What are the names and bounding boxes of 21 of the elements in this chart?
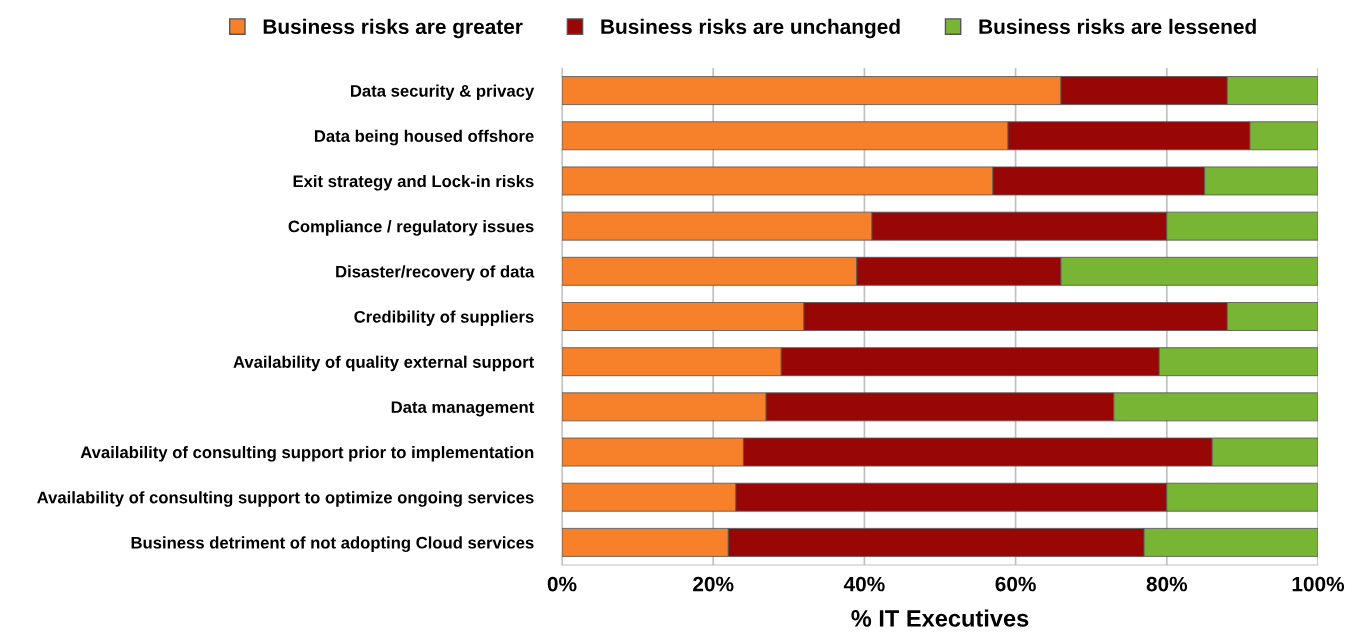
legend-label: Business risks are lessened [979,18,1256,35]
y-tick-label: Compliance / regulatory issues [288,220,534,236]
legend-label: Business risks are greater [263,18,523,39]
y-tick-label: Availability of consulting support prior to implementation [80,446,534,462]
x-tick-label: 80% [1146,576,1188,592]
y-tick-label: Exit strategy and Lock-in risks [293,174,534,191]
x-tick-label: 40% [843,576,885,592]
y-tick-label: Data management [391,401,535,417]
y-tick-label: Data being housed offshore [314,129,534,146]
y-tick-label: Credibility of suppliers [354,310,534,326]
y-tick-label: Data security & privacy [351,84,535,101]
x-tick-label: 100% [1292,576,1345,592]
y-tick-label: Disaster/recovery of data [336,265,535,281]
y-tick-label: Business detriment of not adopting Cloud services [131,536,534,552]
y-tick-label: Availability of quality external support [233,355,535,372]
x-tick-label: 20% [693,576,734,592]
x-tick-label: 0% [547,576,577,592]
legend-label: Business risks are unchanged [601,18,900,39]
x-axis-title: % IT Executives [851,609,1029,627]
x-tick-label: 60% [995,576,1036,592]
y-tick-label: Availability of consulting support to optimize ongoing services [37,491,534,507]
